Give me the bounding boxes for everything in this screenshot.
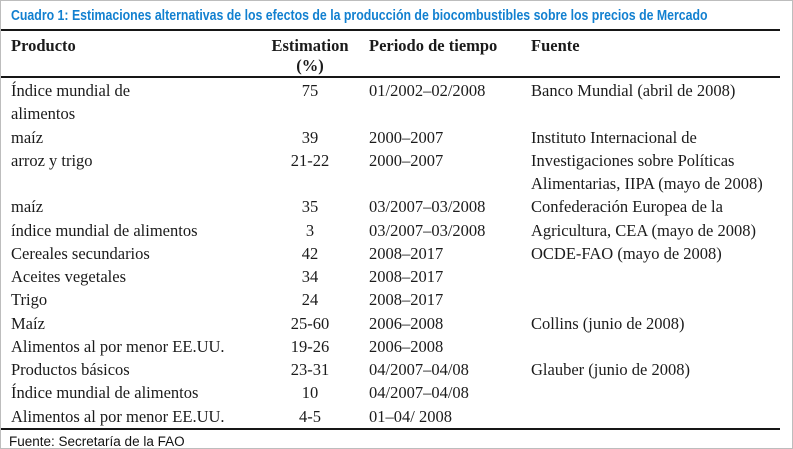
cell-producto: Alimentos al por menor EE.UU.	[11, 336, 225, 356]
cell-estimation: 21-22	[290, 150, 330, 170]
cell-fuente: Investigaciones sobre Políticas	[531, 150, 735, 170]
cell-periodo	[361, 172, 524, 195]
header-row-1: Producto Estimation Periodo de tiempo Fu…	[1, 33, 792, 57]
table-row: índice mundial de alimentos 3 03/2007–03…	[1, 219, 792, 242]
divider-under-header	[1, 76, 780, 78]
column-header-producto: Producto	[11, 36, 76, 55]
cell-producto: Aceites vegetales	[11, 267, 126, 287]
cell-periodo: 2008–2017	[369, 267, 444, 287]
cell-producto: Índice mundial de	[11, 81, 131, 100]
cell-fuente: Collins (junio de 2008)	[531, 313, 685, 333]
table-row: maíz 35 03/2007–03/2008 Confederación Eu…	[1, 195, 792, 218]
cell-estimation: 35	[301, 197, 319, 217]
cell-fuente: Alimentarias, IIPA (mayo de 2008)	[531, 174, 763, 194]
cell-estimation	[259, 102, 361, 125]
cell-estimation: 19-26	[290, 336, 330, 356]
cell-periodo	[361, 102, 524, 125]
cell-fuente: Confederación Europea de la	[531, 197, 723, 217]
cell-fuente: Agricultura, CEA (mayo de 2008)	[531, 220, 756, 240]
cell-fuente: OCDE-FAO (mayo de 2008)	[531, 243, 722, 263]
table-row: Índice mundial de 75 01/2002–02/2008 Ban…	[1, 79, 792, 102]
table-row: alimentos	[1, 102, 792, 125]
cell-producto: maíz	[11, 127, 44, 147]
table-row: arroz y trigo 21-22 2000–2007 Investigac…	[1, 149, 792, 172]
table-row: Productos básicos 23-31 04/2007–04/08 Gl…	[1, 358, 792, 381]
table-caption: Cuadro 1: Estimaciones alternativas de l…	[1, 1, 792, 29]
cell-producto: maíz	[11, 197, 44, 217]
table-row: Alimentos al por menor EE.UU. 19-26 2006…	[1, 335, 792, 358]
cell-producto: arroz y trigo	[11, 150, 93, 170]
cell-periodo: 03/2007–03/2008	[369, 220, 486, 240]
cell-periodo: 01/2002–02/2008	[369, 81, 486, 100]
cell-estimation: 75	[301, 81, 319, 100]
cell-fuente: Banco Mundial (abril de 2008)	[531, 81, 736, 100]
cell-producto: Cereales secundarios	[11, 243, 150, 263]
table-row: Aceites vegetales 34 2008–2017	[1, 265, 792, 288]
cell-fuente	[524, 405, 792, 428]
cell-periodo: 03/2007–03/2008	[369, 197, 486, 217]
cell-producto	[11, 172, 259, 195]
cell-producto: Índice mundial de alimentos	[11, 383, 199, 403]
cell-producto: Alimentos al por menor EE.UU.	[11, 406, 225, 426]
table-row: Índice mundial de alimentos 10 04/2007–0…	[1, 381, 792, 404]
table-row: maíz 39 2000–2007 Instituto Internaciona…	[1, 126, 792, 149]
cell-fuente	[524, 288, 792, 311]
column-header-estimation-unit: (%)	[296, 56, 324, 75]
table-row: Cereales secundarios 42 2008–2017 OCDE-F…	[1, 242, 792, 265]
table-caption-text: Cuadro 1: Estimaciones alternativas de l…	[11, 8, 708, 24]
cell-periodo: 2006–2008	[369, 313, 444, 333]
cell-fuente	[524, 102, 792, 125]
table-row: Alimentarias, IIPA (mayo de 2008)	[1, 172, 792, 195]
cell-estimation: 34	[301, 267, 319, 287]
cell-estimation: 24	[301, 290, 319, 310]
cell-fuente	[524, 265, 792, 288]
source-note: Fuente: Secretaría de la FAO	[9, 433, 185, 449]
table-body: Índice mundial de 75 01/2002–02/2008 Ban…	[1, 79, 792, 428]
table-row: Alimentos al por menor EE.UU. 4-5 01–04/…	[1, 405, 792, 428]
table-header: Producto Estimation Periodo de tiempo Fu…	[1, 33, 792, 76]
cell-producto: Trigo	[11, 290, 48, 310]
table-row: Trigo 24 2008–2017	[1, 288, 792, 311]
cell-estimation: 25-60	[290, 313, 330, 333]
cell-periodo: 01–04/ 2008	[369, 406, 452, 426]
cell-fuente	[524, 381, 792, 404]
cell-estimation: 39	[301, 127, 319, 147]
cell-periodo: 2008–2017	[369, 290, 444, 310]
cell-fuente	[524, 335, 792, 358]
cell-producto: alimentos	[11, 104, 76, 124]
cell-estimation: 23-31	[290, 360, 330, 380]
cell-estimation: 4-5	[299, 406, 321, 426]
cell-fuente: Glauber (junio de 2008)	[531, 360, 690, 380]
cell-estimation: 42	[301, 243, 319, 263]
cell-periodo: 04/2007–04/08	[369, 360, 469, 380]
cell-periodo: 2006–2008	[369, 336, 444, 356]
cell-estimation: 3	[305, 220, 315, 240]
divider-above-footer	[1, 427, 780, 430]
cell-producto: Productos básicos	[11, 360, 130, 380]
cell-periodo: 2008–2017	[369, 243, 444, 263]
cell-periodo: 04/2007–04/08	[369, 383, 469, 403]
cell-producto: Maíz	[11, 313, 45, 333]
cell-fuente: Instituto Internacional de	[531, 127, 697, 147]
cell-estimation	[259, 172, 361, 195]
header-row-2: (%)	[1, 57, 792, 76]
cell-periodo: 2000–2007	[369, 127, 444, 147]
cell-producto: índice mundial de alimentos	[11, 220, 198, 240]
column-header-periodo: Periodo de tiempo	[369, 36, 498, 55]
table-row: Maíz 25-60 2006–2008 Collins (junio de 2…	[1, 312, 792, 335]
column-header-fuente: Fuente	[531, 36, 580, 55]
cell-periodo: 2000–2007	[369, 150, 444, 170]
divider-under-caption	[1, 29, 780, 31]
column-header-estimation: Estimation	[271, 36, 349, 55]
cell-estimation: 10	[301, 383, 319, 403]
